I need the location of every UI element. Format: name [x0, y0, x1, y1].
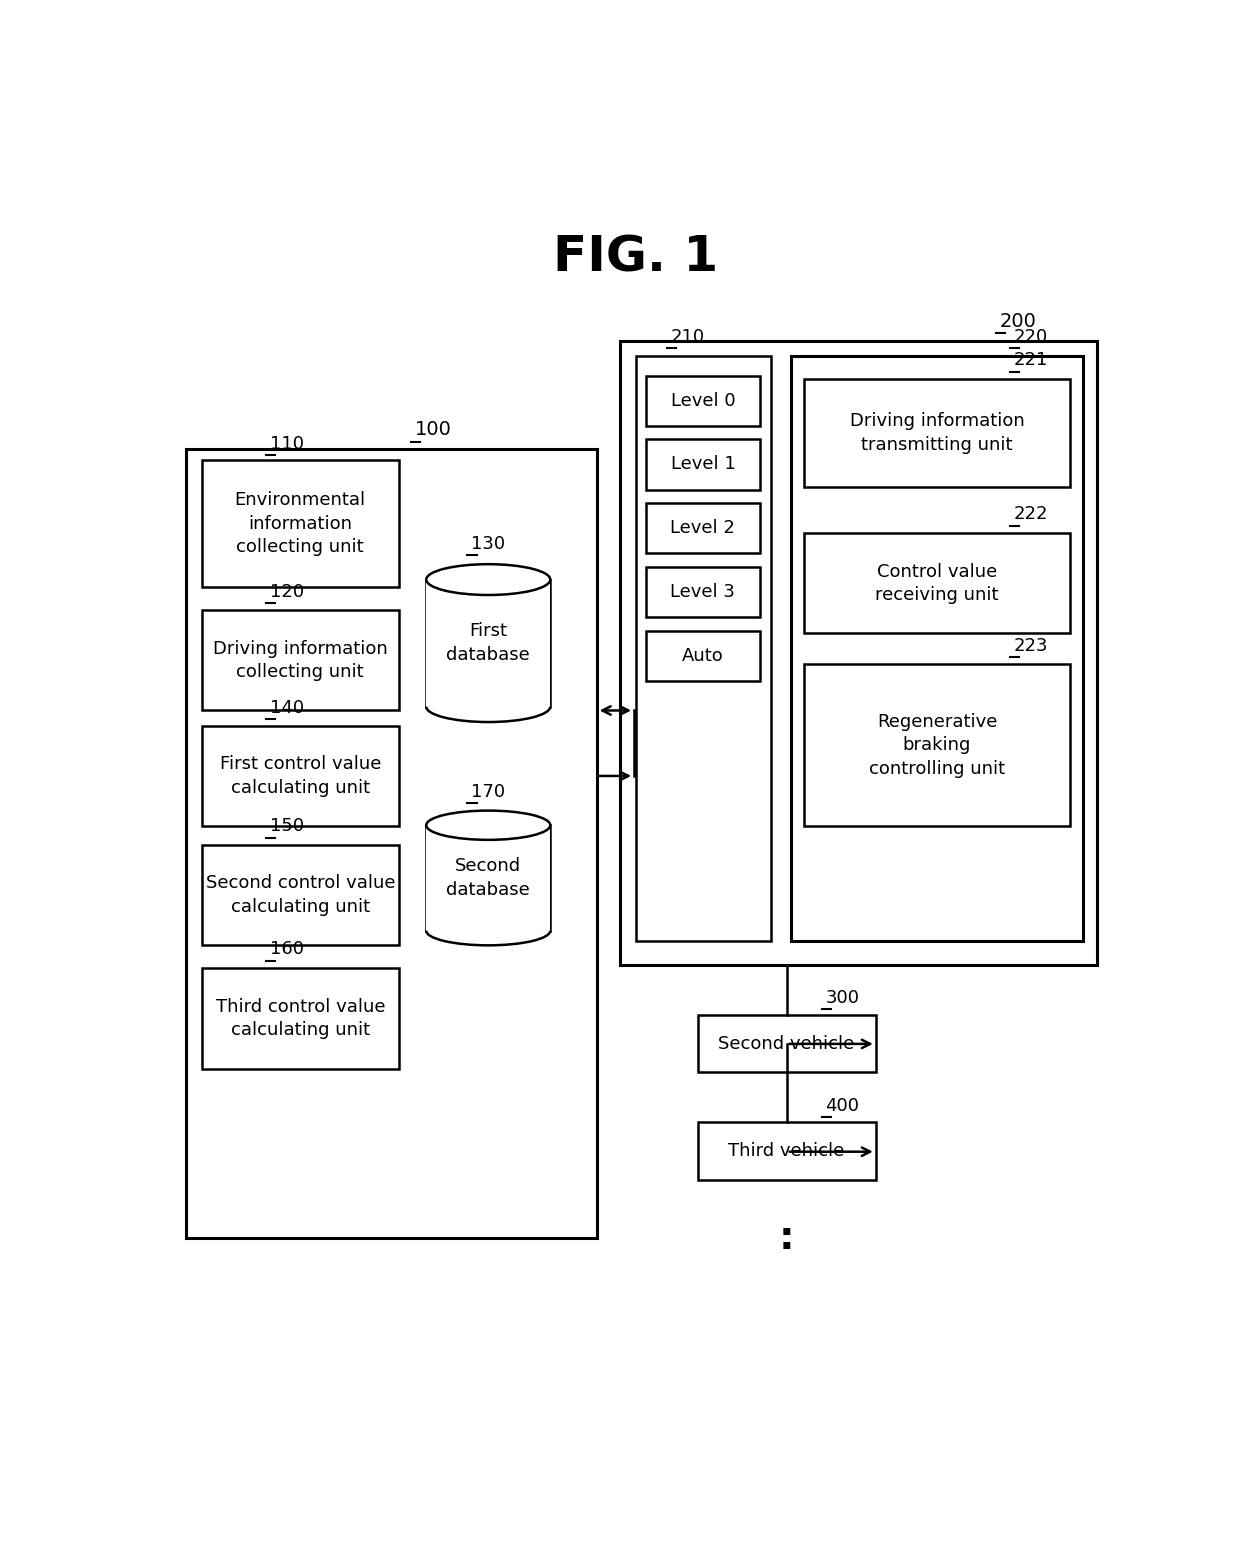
Text: Second
database: Second database [446, 858, 531, 898]
Ellipse shape [427, 917, 551, 946]
Bar [427, 580, 551, 707]
Text: 120: 120 [270, 583, 304, 602]
Bar [805, 534, 1069, 633]
Text: 140: 140 [270, 698, 304, 717]
Ellipse shape [427, 811, 551, 839]
Text: Control value
receiving unit: Control value receiving unit [875, 563, 998, 605]
Text: Third control value
calculating unit: Third control value calculating unit [216, 997, 386, 1039]
Text: 130: 130 [471, 535, 506, 552]
Text: Regenerative
braking
controlling unit: Regenerative braking controlling unit [869, 712, 1006, 777]
Text: 221: 221 [1014, 352, 1048, 369]
Text: First
database: First database [446, 622, 531, 664]
Bar [646, 504, 760, 554]
Text: 110: 110 [270, 434, 304, 453]
Bar [620, 341, 1096, 965]
Text: 300: 300 [826, 990, 859, 1007]
Text: :: : [779, 1219, 795, 1256]
Bar [646, 568, 760, 617]
Text: 400: 400 [826, 1097, 859, 1115]
Text: Level 2: Level 2 [671, 520, 735, 537]
Bar [805, 380, 1069, 487]
Text: Third vehicle: Third vehicle [729, 1143, 844, 1160]
Bar [646, 439, 760, 490]
Text: First control value
calculating unit: First control value calculating unit [219, 755, 381, 797]
Bar [186, 448, 596, 1238]
Text: Environmental
information
collecting unit: Environmental information collecting uni… [234, 492, 366, 557]
Text: 160: 160 [270, 940, 304, 959]
Text: 222: 222 [1014, 506, 1048, 523]
Text: 223: 223 [1014, 637, 1048, 655]
Text: 210: 210 [671, 327, 704, 346]
Text: Second vehicle: Second vehicle [718, 1035, 854, 1053]
Text: 100: 100 [414, 420, 451, 439]
Bar [201, 726, 399, 827]
Text: 170: 170 [471, 783, 506, 800]
Bar [201, 845, 399, 946]
Ellipse shape [427, 565, 551, 596]
Text: FIG. 1: FIG. 1 [553, 233, 718, 281]
Ellipse shape [427, 692, 551, 723]
Bar [697, 1123, 875, 1180]
Text: Level 3: Level 3 [671, 583, 735, 602]
Bar [201, 461, 399, 588]
Bar [646, 631, 760, 681]
Bar [201, 611, 399, 710]
Bar [201, 968, 399, 1069]
Text: 150: 150 [270, 817, 304, 836]
Text: Level 0: Level 0 [671, 391, 735, 409]
Bar [427, 825, 551, 931]
Text: Driving information
collecting unit: Driving information collecting unit [213, 639, 388, 681]
Text: Driving information
transmitting unit: Driving information transmitting unit [849, 413, 1024, 454]
Bar [791, 357, 1084, 941]
Bar [646, 375, 760, 425]
Text: 200: 200 [999, 312, 1037, 330]
Bar [805, 664, 1069, 827]
Bar [697, 1014, 875, 1072]
Text: 220: 220 [1014, 327, 1048, 346]
Text: Level 1: Level 1 [671, 456, 735, 473]
Text: Second control value
calculating unit: Second control value calculating unit [206, 875, 396, 917]
Text: Auto: Auto [682, 647, 724, 665]
Bar [635, 357, 771, 941]
